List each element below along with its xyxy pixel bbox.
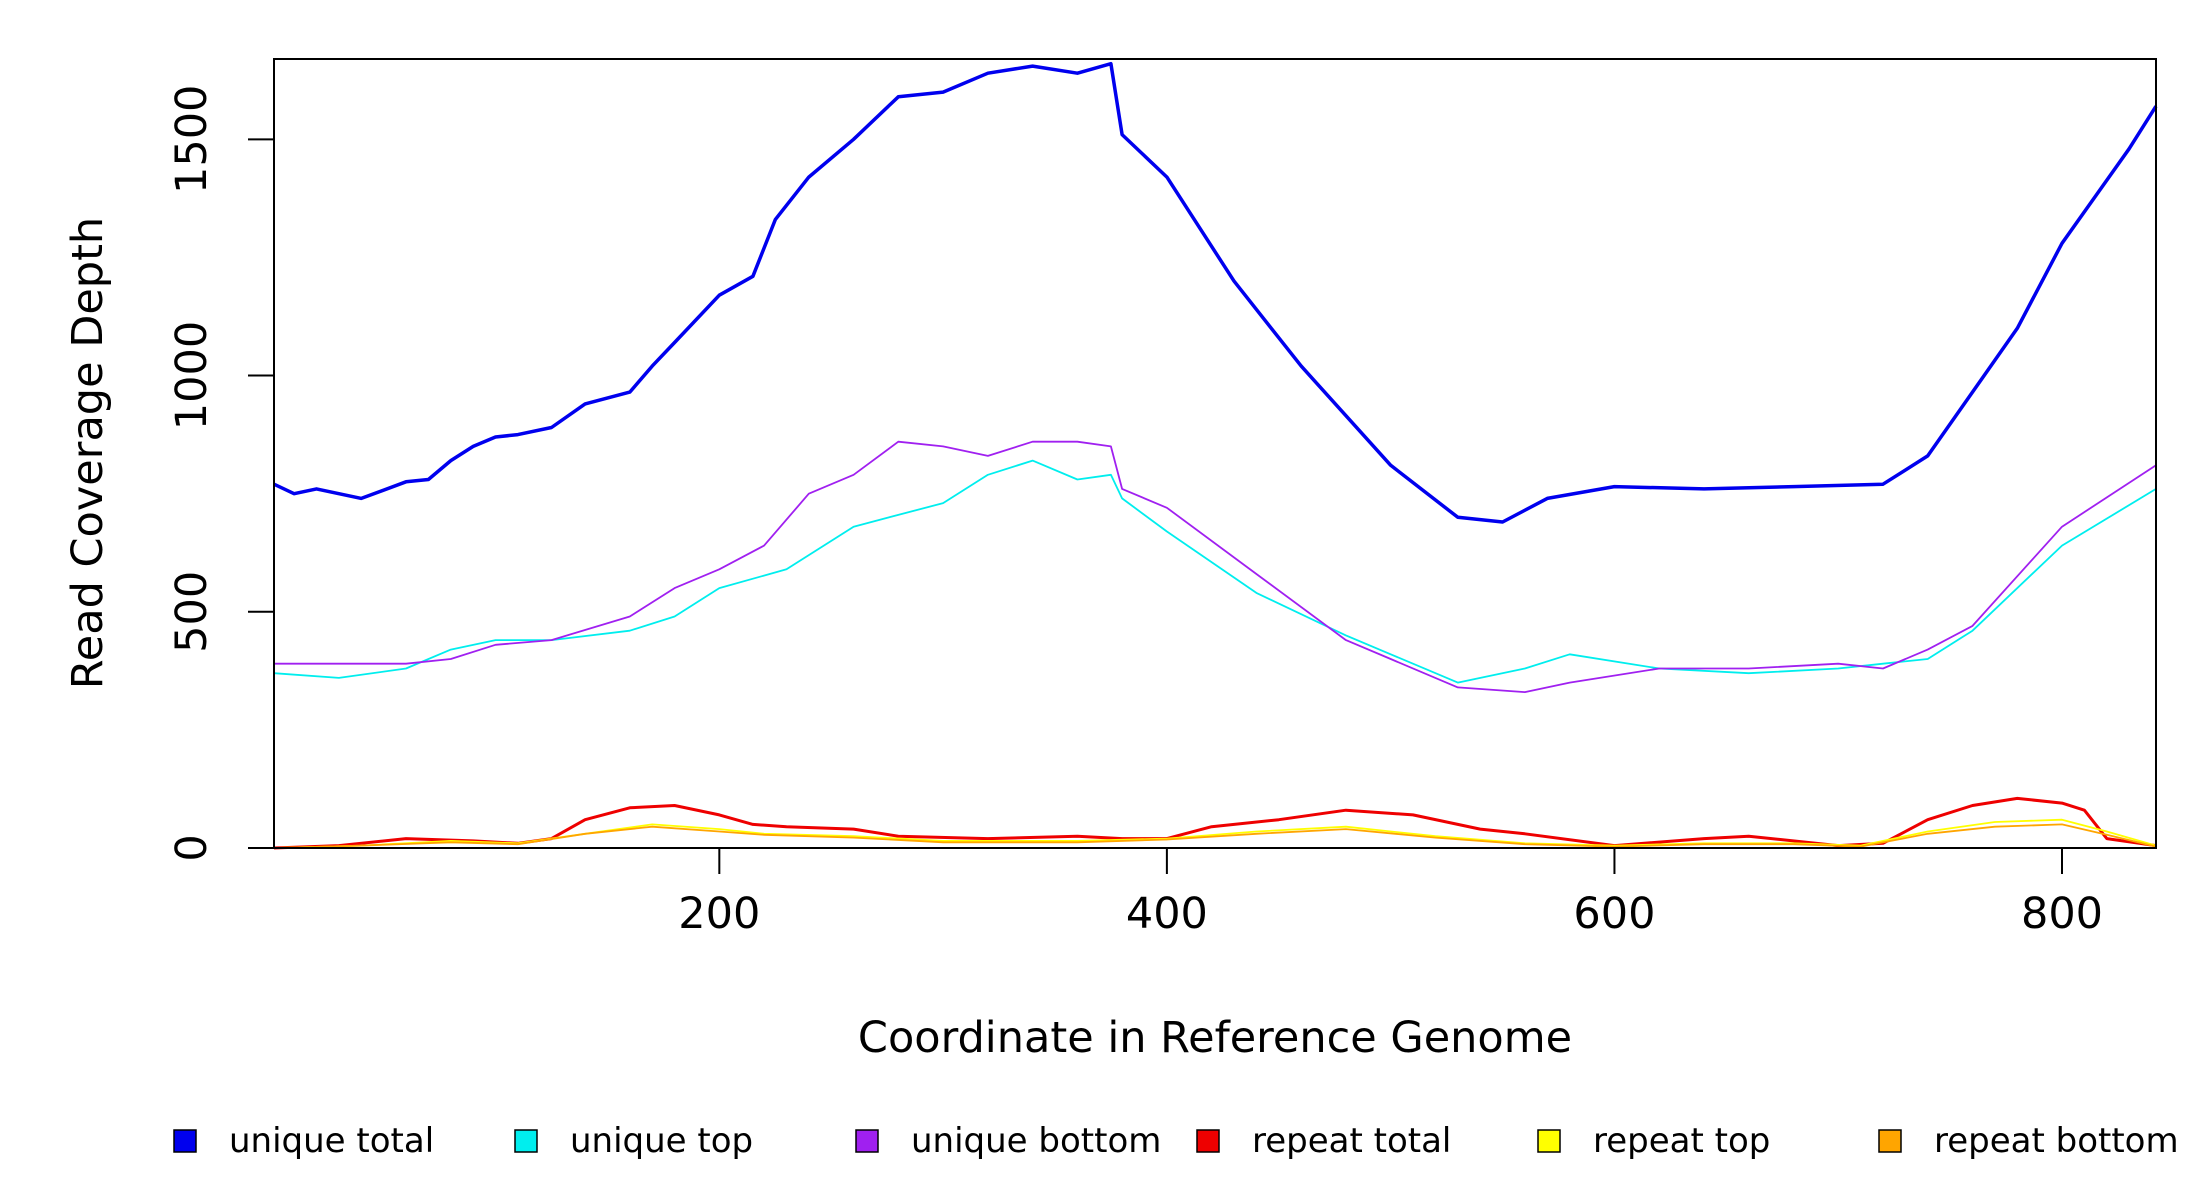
series-line-unique-bottom bbox=[274, 440, 2157, 693]
y-tick-label: 1000 bbox=[167, 321, 217, 430]
series-line-unique-total bbox=[273, 61, 2158, 524]
legend-label: unique top bbox=[570, 1121, 753, 1161]
legend-item: repeat top bbox=[1537, 1121, 1770, 1161]
legend-swatch bbox=[1196, 1129, 1220, 1153]
x-tick-label: 400 bbox=[1126, 889, 1208, 939]
legend-item: unique top bbox=[514, 1121, 753, 1161]
legend-item: unique total bbox=[173, 1121, 434, 1161]
series-layer bbox=[273, 61, 2158, 850]
legend-swatch bbox=[1878, 1129, 1902, 1153]
y-tick-label: 500 bbox=[167, 571, 217, 653]
y-axis-title: Read Coverage Depth bbox=[63, 217, 113, 689]
legend-label: repeat top bbox=[1593, 1121, 1770, 1161]
legend-item: unique bottom bbox=[855, 1121, 1161, 1161]
legend-item: repeat bottom bbox=[1878, 1121, 2179, 1161]
legend-swatch bbox=[514, 1129, 538, 1153]
y-tick-label: 0 bbox=[167, 834, 217, 861]
x-tick-label: 800 bbox=[2021, 889, 2103, 939]
legend-swatch bbox=[855, 1129, 879, 1153]
legend-label: repeat bottom bbox=[1934, 1121, 2179, 1161]
x-tick-label: 200 bbox=[678, 889, 760, 939]
legend-label: unique total bbox=[229, 1121, 434, 1161]
legend-item: repeat total bbox=[1196, 1121, 1451, 1161]
axis-layer: 200 400 600 800 0 500 1000 1500 bbox=[167, 85, 2103, 939]
legend: unique total unique top unique bottom repea… bbox=[173, 1121, 2179, 1161]
legend-label: unique bottom bbox=[911, 1121, 1161, 1161]
x-tick-label: 600 bbox=[1573, 889, 1655, 939]
y-tick-label: 1500 bbox=[167, 85, 217, 194]
series-line-repeat-total bbox=[273, 796, 2157, 850]
legend-label: repeat total bbox=[1252, 1121, 1451, 1161]
plot-frame bbox=[273, 58, 2157, 849]
series-line-unique-top bbox=[273, 459, 2157, 684]
legend-swatch bbox=[173, 1129, 197, 1153]
x-axis-title: Coordinate in Reference Genome bbox=[858, 1013, 1572, 1063]
legend-swatch bbox=[1537, 1129, 1561, 1153]
series-line-repeat-bottom bbox=[273, 823, 2157, 849]
